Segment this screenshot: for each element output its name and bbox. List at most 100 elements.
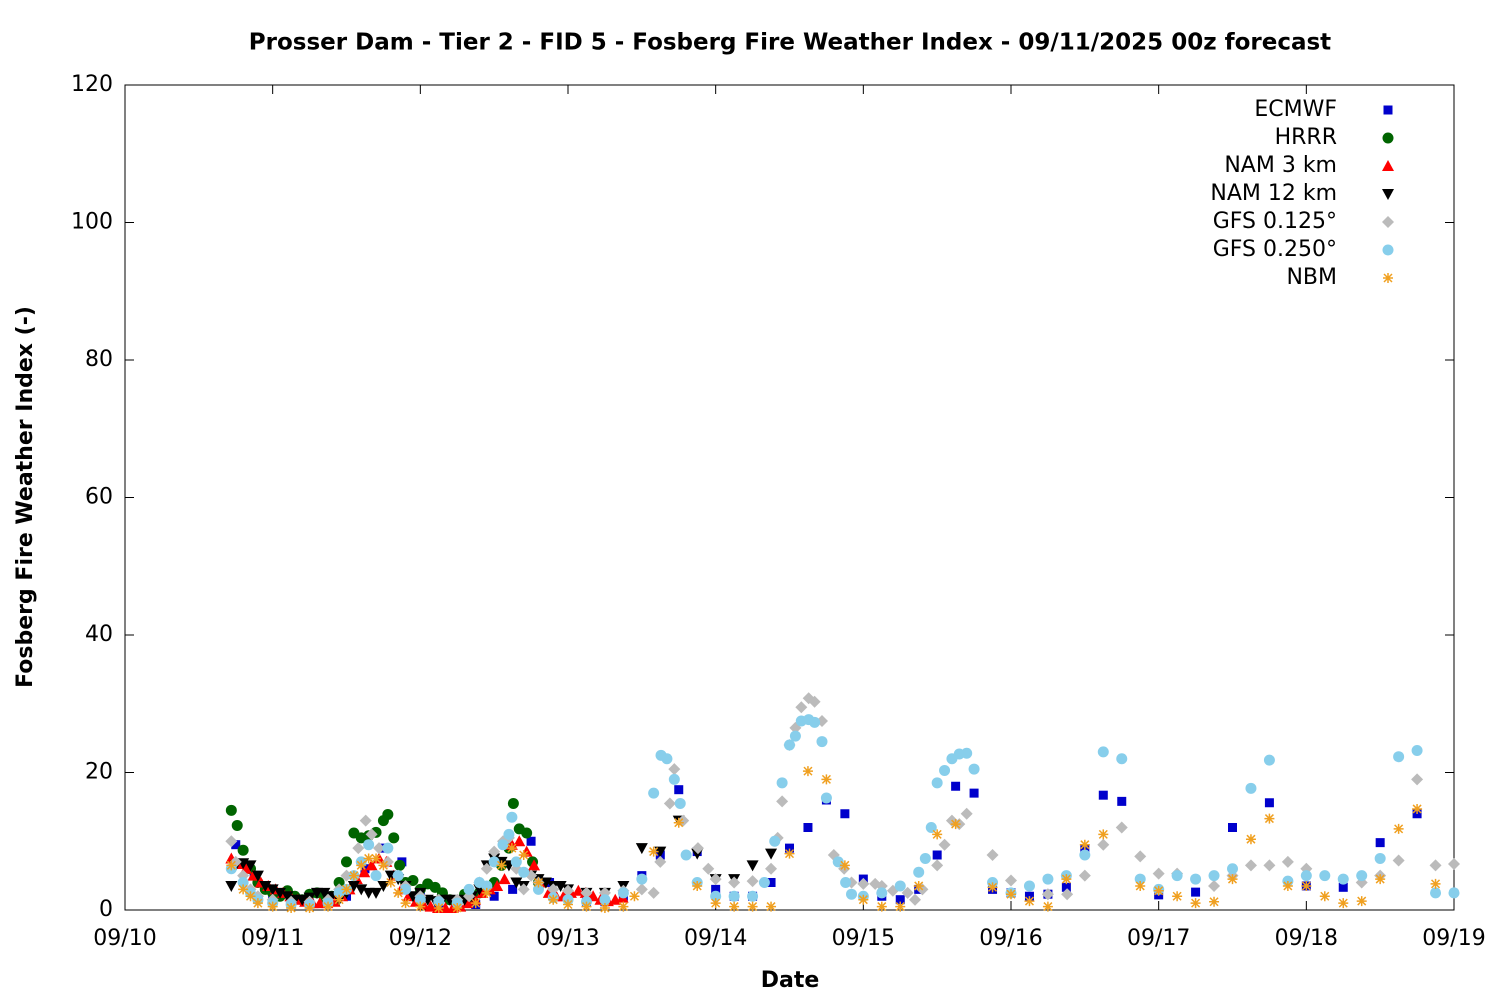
data-point	[470, 898, 481, 909]
data-point	[808, 695, 821, 708]
x-tick-label: 09/17	[1127, 926, 1190, 951]
legend-label: NAM 12 km	[1210, 181, 1337, 206]
data-point	[252, 898, 263, 909]
data-point	[663, 797, 676, 810]
data-point	[1023, 880, 1035, 892]
legend-marker	[1383, 273, 1393, 283]
data-point	[1244, 859, 1257, 872]
data-point	[1430, 878, 1441, 889]
data-point	[1263, 754, 1275, 766]
data-point	[323, 901, 334, 912]
data-point	[654, 855, 667, 868]
data-point	[901, 886, 914, 899]
data-point	[784, 848, 795, 859]
legend-label: HRRR	[1275, 125, 1337, 150]
data-point	[1245, 782, 1257, 794]
data-point	[876, 901, 887, 912]
data-point	[508, 884, 518, 894]
data-point	[1115, 821, 1128, 834]
data-point	[433, 902, 444, 913]
data-point	[1042, 873, 1054, 885]
data-point	[599, 902, 610, 913]
data-point	[932, 850, 942, 860]
data-point	[1245, 834, 1256, 845]
data-point	[363, 853, 374, 864]
data-point	[776, 777, 788, 789]
data-point	[758, 877, 770, 888]
data-point	[334, 894, 345, 905]
data-point	[245, 891, 256, 902]
data-point	[513, 835, 526, 847]
data-point	[1430, 887, 1442, 899]
data-point	[503, 828, 515, 840]
y-tick-label: 100	[71, 210, 113, 235]
data-point	[821, 774, 832, 785]
data-point	[1209, 896, 1220, 907]
data-point	[1005, 874, 1017, 887]
legend-label: GFS 0.125°	[1213, 209, 1337, 234]
data-point	[1024, 896, 1035, 907]
data-point	[961, 747, 973, 759]
data-point	[1411, 745, 1423, 756]
data-point	[931, 777, 943, 789]
legend-marker	[1382, 160, 1394, 171]
data-point	[691, 842, 704, 855]
data-point	[765, 862, 778, 875]
data-point	[1393, 823, 1404, 834]
data-point	[1191, 887, 1201, 897]
data-point	[913, 866, 925, 878]
data-point	[1227, 874, 1238, 885]
data-point	[1006, 889, 1016, 900]
data-point	[392, 870, 404, 882]
data-point	[1134, 850, 1147, 863]
data-point	[1079, 839, 1090, 850]
data-point	[1264, 813, 1275, 824]
data-point	[785, 843, 794, 853]
y-tick-label: 120	[71, 72, 113, 97]
x-tick-label: 09/19	[1422, 926, 1485, 951]
data-point	[1153, 885, 1164, 896]
data-point	[692, 880, 703, 891]
data-point	[481, 887, 492, 898]
data-point	[702, 862, 715, 875]
data-point	[244, 860, 257, 872]
data-point	[562, 884, 574, 897]
data-point	[532, 883, 544, 895]
data-point	[517, 883, 530, 896]
data-point	[909, 893, 922, 906]
data-point	[463, 883, 475, 895]
x-tick-label: 09/11	[241, 926, 304, 951]
data-point	[533, 877, 544, 888]
data-point	[776, 795, 789, 808]
data-point	[636, 873, 648, 885]
data-point	[1208, 879, 1221, 892]
data-point	[1301, 880, 1312, 891]
data-point	[341, 856, 352, 868]
data-point	[1374, 852, 1386, 864]
data-point	[497, 839, 509, 851]
data-point	[518, 850, 529, 860]
data-point	[452, 902, 463, 913]
data-point	[747, 890, 759, 902]
x-tick-label: 09/14	[684, 926, 747, 951]
data-point	[1097, 838, 1110, 851]
data-point	[803, 823, 813, 832]
data-point	[1190, 873, 1202, 885]
data-point	[358, 866, 371, 878]
data-point	[355, 884, 368, 896]
data-point	[635, 883, 648, 896]
data-point	[629, 891, 640, 902]
data-point	[840, 877, 852, 888]
data-point	[648, 846, 659, 857]
data-point	[1392, 854, 1405, 867]
data-point	[1448, 857, 1460, 870]
x-tick-label: 09/18	[1275, 926, 1338, 951]
data-point	[839, 860, 850, 871]
data-point	[766, 901, 777, 912]
data-point	[1356, 870, 1368, 882]
data-point	[820, 792, 832, 804]
data-point	[939, 764, 951, 776]
data-point	[1097, 746, 1109, 758]
data-point	[488, 845, 501, 858]
